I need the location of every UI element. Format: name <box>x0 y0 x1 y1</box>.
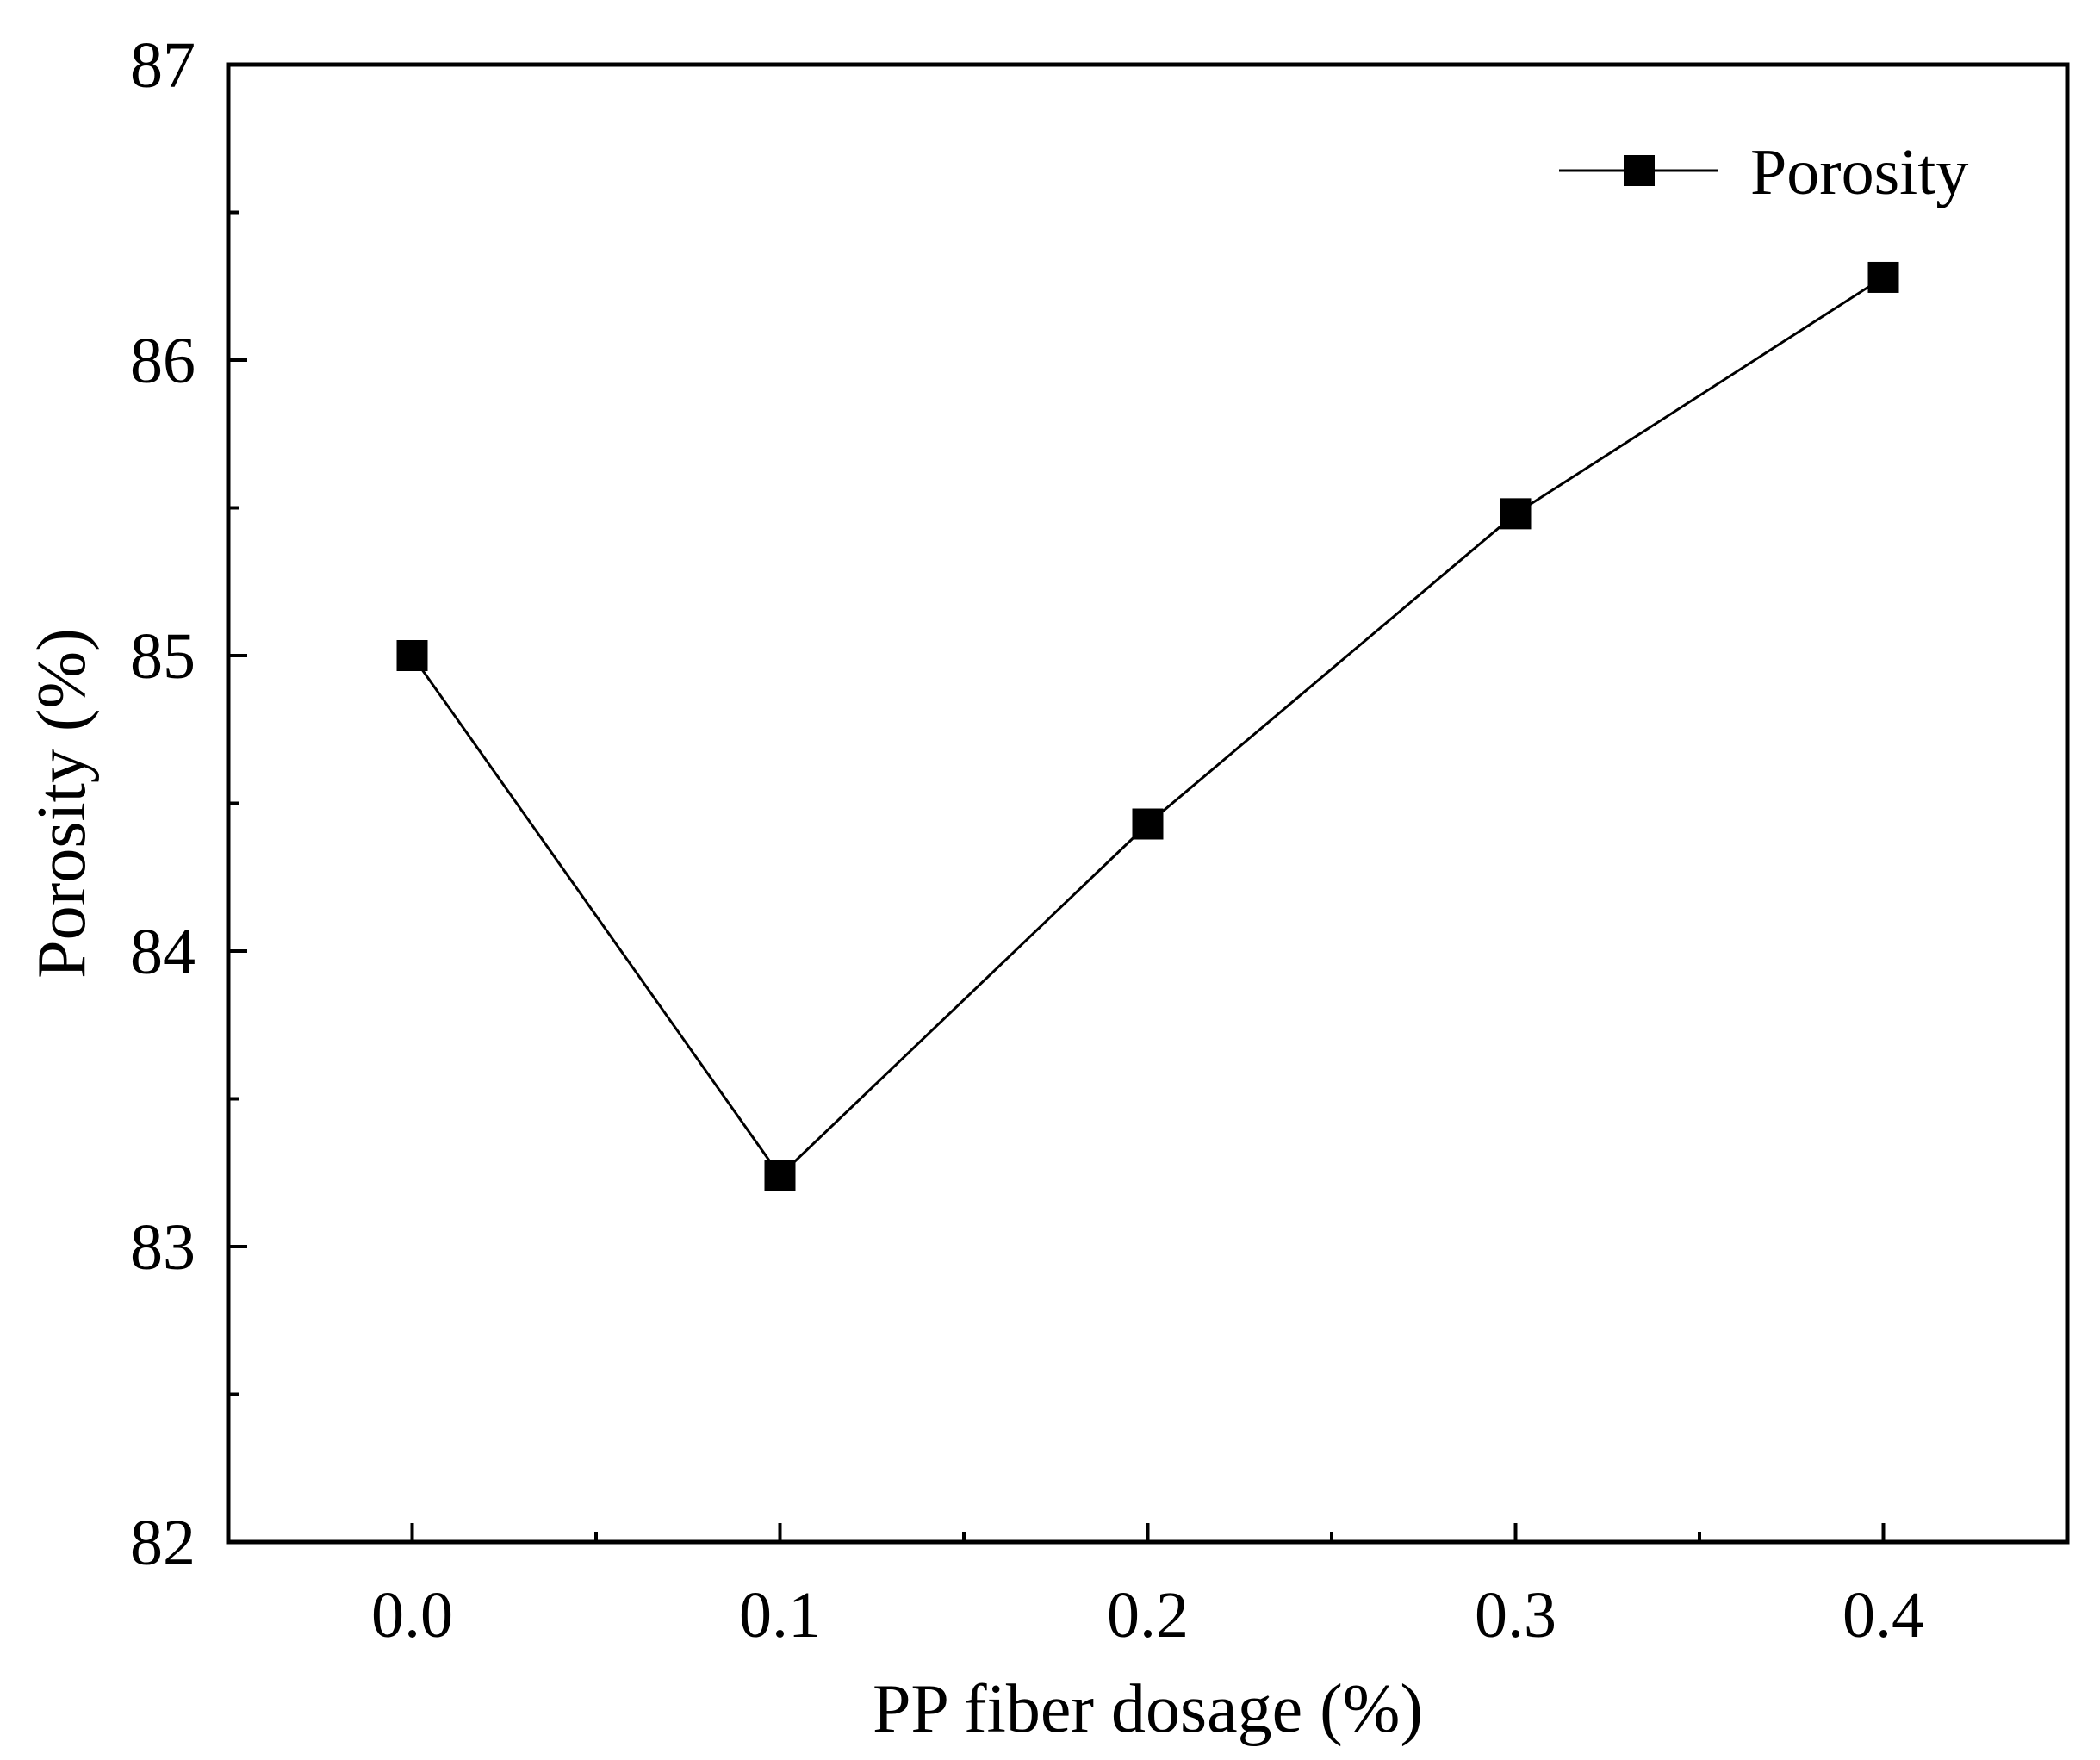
legend: Porosity <box>1559 136 1968 208</box>
y-tick-label: 82 <box>130 1507 196 1579</box>
y-tick-label: 86 <box>130 325 196 397</box>
x-axis: 0.0 0.1 0.2 0.3 0.4 <box>371 1523 1924 1651</box>
legend-label: Porosity <box>1750 136 1968 208</box>
data-point-marker <box>1500 498 1532 530</box>
y-axis: 82 83 84 85 86 87 <box>130 29 247 1579</box>
y-tick-label: 84 <box>130 916 196 988</box>
legend-marker-square <box>1624 155 1655 186</box>
x-tick-label: 0.2 <box>1107 1579 1189 1651</box>
x-tick-label: 0.4 <box>1842 1579 1924 1651</box>
data-point-marker <box>1867 261 1899 293</box>
data-point-marker <box>764 1160 796 1191</box>
series-line <box>411 276 1885 1178</box>
series-layer <box>396 261 1899 1191</box>
y-tick-label: 83 <box>130 1211 196 1284</box>
x-axis-title: PP fiber dosage (%) <box>873 1671 1423 1747</box>
x-tick-label: 0.3 <box>1475 1579 1556 1651</box>
y-tick-label: 87 <box>130 29 196 102</box>
x-tick-label: 0.1 <box>739 1579 821 1651</box>
plot-frame <box>226 62 2070 1545</box>
data-point-marker <box>396 640 428 671</box>
y-axis-title: Porosity (%) <box>24 628 100 979</box>
y-tick-label: 85 <box>130 620 196 693</box>
x-tick-label: 0.0 <box>371 1579 453 1651</box>
data-point-marker <box>1132 808 1164 840</box>
